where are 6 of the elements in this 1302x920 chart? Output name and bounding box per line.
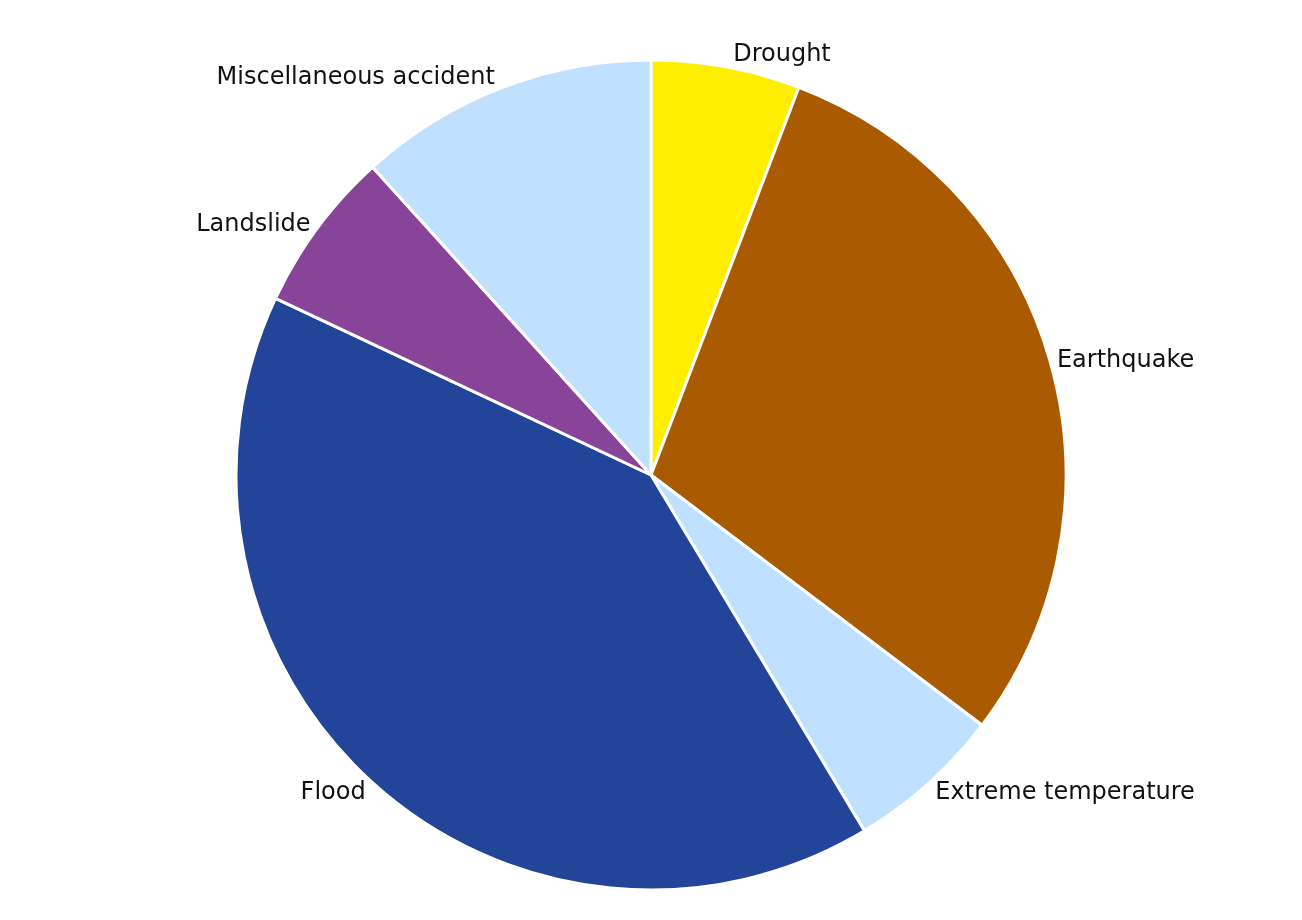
slice-label: Earthquake	[1056, 345, 1195, 374]
slice-label: Extreme temperature	[935, 777, 1195, 806]
slice-label: Drought	[733, 39, 831, 68]
slice-label: Flood	[300, 776, 366, 805]
slice-label: Landslide	[196, 208, 311, 237]
slice-label: Miscellaneous accident	[216, 61, 495, 90]
